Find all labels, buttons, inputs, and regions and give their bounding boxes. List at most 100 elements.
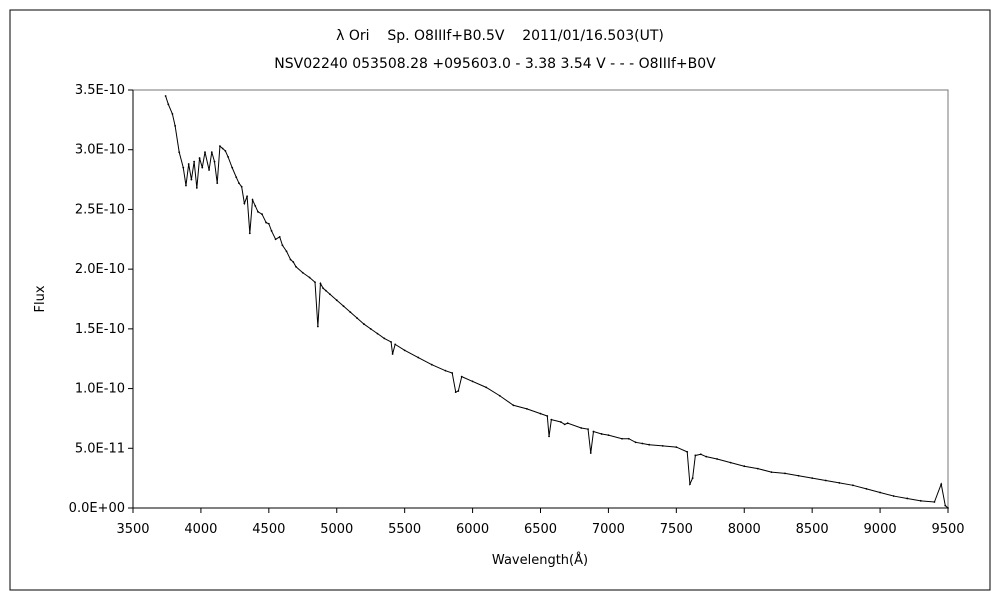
plot-area xyxy=(132,89,949,509)
x-tick-label: 9000 xyxy=(864,522,897,537)
spectrum-point xyxy=(238,182,240,185)
spectrum-point xyxy=(539,412,542,415)
spectrum-point xyxy=(174,124,177,127)
spectrum-point xyxy=(285,250,288,253)
spectrum-point xyxy=(187,163,190,165)
spectrum-point xyxy=(363,323,365,325)
spectrum-point xyxy=(592,430,595,433)
spectrum-point xyxy=(471,380,474,383)
spectrum-point xyxy=(251,198,254,201)
spectrum-point xyxy=(376,332,379,335)
spectrum-point xyxy=(852,484,854,487)
spectrum-point xyxy=(198,157,201,159)
spectrum-point xyxy=(824,479,827,482)
spectrum-point xyxy=(308,276,311,279)
spectrum-point xyxy=(563,423,566,426)
x-axis-label: Wavelength(Å) xyxy=(492,552,588,568)
y-tick-label: 3.0E-10 xyxy=(75,143,125,158)
spectrum-point xyxy=(607,434,610,437)
spectrum-point xyxy=(319,282,322,285)
spectrum-point xyxy=(944,504,947,507)
y-tick-label: 5.0E-11 xyxy=(75,441,125,456)
spectrum-point xyxy=(324,289,327,292)
x-tick-label: 6500 xyxy=(524,522,557,537)
spectrum-point xyxy=(391,353,394,355)
spectrum-point xyxy=(548,435,550,438)
spectrum-point xyxy=(224,150,227,152)
spectrum-point xyxy=(451,372,454,374)
spectrum-point xyxy=(210,151,213,154)
spectrum-point xyxy=(235,176,238,179)
y-ticks: 0.0E+00 5.0E-11 1.0E-10 1.5E-10 2.0E-10 2.5E-… xyxy=(69,83,133,516)
x-tick-label: 7500 xyxy=(660,522,693,537)
spectrum-point xyxy=(784,472,786,475)
spectrum-point xyxy=(195,187,198,189)
spectrum-point xyxy=(627,437,630,440)
x-tick-label: 8500 xyxy=(796,522,829,537)
spectrum-point xyxy=(295,265,297,268)
spectrum-point xyxy=(190,178,193,181)
spectrum-point xyxy=(699,453,702,456)
chart-subtitle: NSV02240 053508.28 +095603.0 - 3.38 3.54… xyxy=(274,56,716,72)
spectrum-point xyxy=(216,182,219,185)
spectrum-point xyxy=(587,428,589,431)
y-tick-label: 2.0E-10 xyxy=(75,262,125,277)
spectrum-point xyxy=(648,443,651,446)
spectrum-point xyxy=(797,474,800,477)
spectrum-point xyxy=(705,455,708,458)
spectrum-point xyxy=(770,471,773,474)
spectrum-point xyxy=(301,271,304,274)
spectrum-point xyxy=(267,222,270,225)
spectrum-point xyxy=(512,404,515,407)
spectrum-point xyxy=(526,407,528,410)
spectrum-point xyxy=(716,458,718,460)
spectrum-point xyxy=(919,499,922,502)
spectrum-point xyxy=(566,422,569,425)
spectrum-point xyxy=(394,343,397,346)
x-ticks: 3500 4000 4500 5000 5500 6000 6500 7000 7500 8000… xyxy=(116,508,965,537)
spectrum-point xyxy=(743,465,746,468)
spectrum-point xyxy=(729,461,732,464)
chart-title: λ Ori Sp. O8IIIf+B0.5V 2011/01/16.503(UT… xyxy=(336,28,664,44)
spectrum-point xyxy=(349,311,352,314)
spectrum-point xyxy=(246,195,249,198)
spectrum-point xyxy=(634,441,637,444)
spectrum-point xyxy=(589,452,592,454)
spectrum-point xyxy=(221,147,224,150)
spectrum-point xyxy=(219,145,221,148)
spectrum-point xyxy=(185,184,187,187)
x-tick-label: 4000 xyxy=(184,522,217,537)
x-tick-label: 9500 xyxy=(931,522,964,537)
spectrum-point xyxy=(329,293,331,296)
spectrum-point xyxy=(227,155,229,158)
x-tick-label: 6000 xyxy=(456,522,489,537)
spectrum-point xyxy=(265,221,268,224)
spectrum-point xyxy=(314,281,316,284)
spectrum-point xyxy=(289,258,292,261)
x-tick-label: 4500 xyxy=(252,522,285,537)
y-tick-label: 1.0E-10 xyxy=(75,382,125,397)
spectrum-point xyxy=(940,483,943,486)
x-tick-label: 5000 xyxy=(320,522,353,537)
y-tick-label: 0.0E+00 xyxy=(69,501,125,516)
x-tick-label: 5500 xyxy=(388,522,421,537)
spectrum-point xyxy=(201,166,204,169)
spectrum-point xyxy=(274,238,277,241)
spectrum-point xyxy=(261,213,263,216)
spectrum-point xyxy=(322,287,325,290)
spectrum-point xyxy=(248,232,251,235)
series-layer xyxy=(164,95,949,509)
spectrum-point xyxy=(257,210,259,213)
spectrum-point xyxy=(811,477,814,480)
spectrum-point xyxy=(675,446,678,448)
spectrum-point xyxy=(270,230,273,232)
spectrum-point xyxy=(686,450,689,453)
spectrum-point xyxy=(213,160,216,163)
spectrum-point xyxy=(444,369,447,372)
spectrum-point xyxy=(621,437,623,440)
spectrum-point xyxy=(460,375,463,378)
x-tick-label: 7000 xyxy=(592,522,625,537)
spectrum-point xyxy=(600,433,603,435)
spectrum-point xyxy=(281,244,284,247)
